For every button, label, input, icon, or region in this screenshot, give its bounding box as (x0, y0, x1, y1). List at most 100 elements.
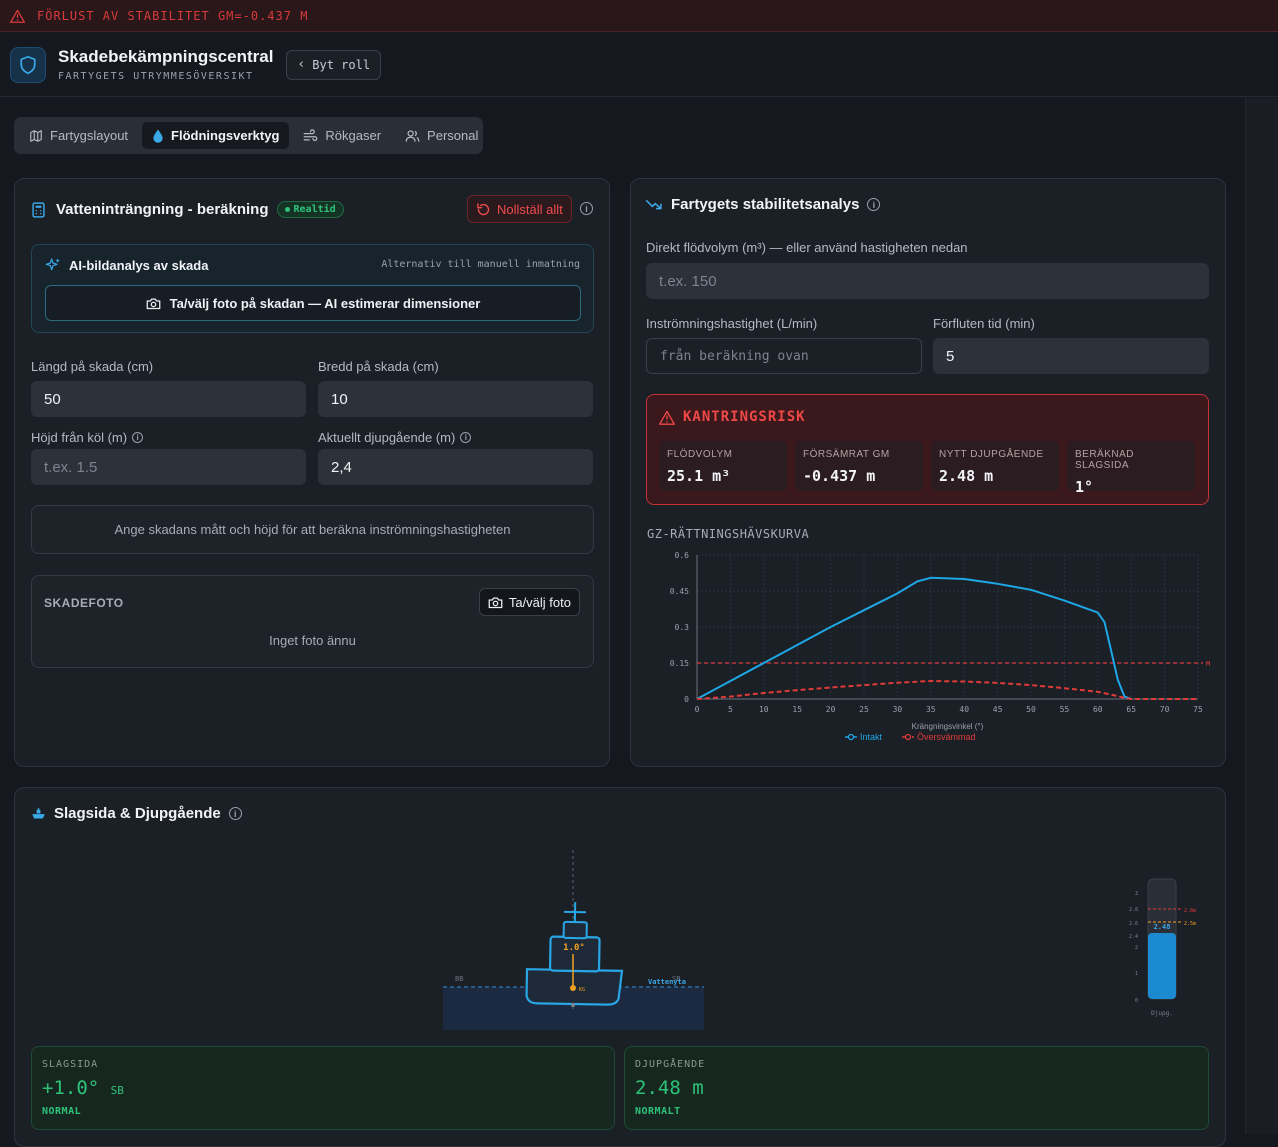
bridge (564, 922, 587, 938)
keel-height-label-row: Höjd från köl (m)i (31, 430, 143, 445)
x-tick-label: 40 (959, 705, 969, 714)
y-tick-label: 0 (684, 695, 689, 704)
x-tick-label: 60 (1093, 705, 1103, 714)
gauge-caption: Djupg. (1151, 1010, 1173, 1017)
length-input[interactable]: 50 (31, 381, 306, 417)
ingress-card: Vatteninträngning - beräkning Realtid No… (14, 178, 610, 767)
legend-marker-1 (906, 735, 911, 740)
waterline-label: Vattenyta (648, 978, 686, 986)
keel-point (571, 1003, 575, 1007)
scrollbar[interactable] (1245, 98, 1278, 1134)
tab-bar: Fartygslayout Flödningsverktyg Rökgaser … (14, 117, 483, 154)
gauge-red-label: 2.8m (1184, 908, 1196, 914)
x-tick-label: 5 (728, 705, 733, 714)
draft-label: Aktuellt djupgående (m) (318, 430, 455, 445)
x-tick-label: 0 (695, 705, 700, 714)
info-icon[interactable]: i (460, 432, 471, 443)
gauge-fill (1148, 933, 1176, 999)
draft-input[interactable]: 2,4 (318, 449, 593, 485)
alert-text: FÖRLUST AV STABILITET GM=-0.437 M (37, 9, 308, 23)
volume-label: Direkt flödvolym (m³) — eller använd has… (646, 240, 968, 255)
risk-title: KANTRINGSRISK (683, 409, 806, 425)
heel-status-card: SLAGSIDA +1.0° SB NORMAL (31, 1046, 615, 1130)
volume-input[interactable]: t.ex. 150 (646, 263, 1209, 299)
x-tick-label: 15 (792, 705, 802, 714)
stat-reduced-gm: FÖRSÄMRAT GM-0.437 m (795, 441, 923, 491)
x-tick-label: 30 (893, 705, 903, 714)
tab-label: Personal (427, 128, 478, 143)
ai-title: AI-bildanalys av skada (69, 258, 208, 273)
x-axis-label: Krängningsvinkel (°) (912, 722, 984, 731)
app-title: Skadebekämpningscentral (58, 47, 273, 67)
list-section-title: Slagsida & Djupgående (54, 805, 221, 822)
calculation-hint: Ange skadans mått och höjd för att beräk… (31, 505, 594, 554)
app-header: Skadebekämpningscentral FARTYGETS UTRYMM… (0, 33, 1278, 97)
y-tick-label: 0.15 (670, 659, 689, 668)
x-tick-label: 35 (926, 705, 936, 714)
y-tick-label: 0.3 (675, 623, 690, 632)
info-icon[interactable]: i (132, 432, 143, 443)
tab-label: Rökgaser (325, 128, 381, 143)
tab-flodningsverktyg[interactable]: Flödningsverktyg (142, 122, 289, 149)
draft-card-value: 2.48 m (635, 1077, 704, 1099)
superstructure (550, 937, 600, 972)
tab-personal[interactable]: Personal (395, 122, 488, 149)
draft-status-card: DJUPGÅENDE 2.48 m NORMALT (624, 1046, 1209, 1130)
gauge-tick: 2.4 (1129, 934, 1138, 940)
width-label: Bredd på skada (cm) (318, 359, 439, 374)
stat-label: BERÄKNAD SLAGSIDA (1075, 449, 1187, 471)
gauge-tick: 0 (1135, 998, 1138, 1004)
stat-value: 1° (1075, 478, 1187, 496)
keel-height-input[interactable]: t.ex. 1.5 (31, 449, 306, 485)
info-icon[interactable]: i (867, 198, 880, 211)
rate-input[interactable]: från beräkning ovan (646, 338, 922, 374)
tab-rokgaser[interactable]: Rökgaser (293, 122, 391, 149)
stat-label: FLÖDVOLYM (667, 449, 779, 460)
y-tick-label: 0.45 (670, 587, 689, 596)
gauge-orange-label: 2.5m (1184, 921, 1196, 927)
reset-label: Nollställ allt (497, 202, 563, 217)
reset-icon (476, 202, 491, 217)
x-tick-label: 20 (826, 705, 836, 714)
gauge-tick: 1 (1135, 971, 1138, 977)
width-input[interactable]: 10 (318, 381, 593, 417)
y-tick-label: 0.6 (675, 551, 690, 560)
x-tick-label: 25 (859, 705, 869, 714)
reset-all-button[interactable]: Nollställ allt (467, 195, 572, 223)
length-label: Längd på skada (cm) (31, 359, 153, 374)
ingress-title: Vatteninträngning - beräkning (56, 201, 269, 218)
x-tick-label: 55 (1060, 705, 1070, 714)
heel-label: SLAGSIDA (42, 1059, 98, 1070)
info-icon[interactable]: i (580, 202, 593, 215)
ai-photo-button[interactable]: Ta/välj foto på skadan — AI estimerar di… (45, 285, 581, 321)
ai-analysis-panel: AI-bildanalys av skada Alternativ till m… (31, 244, 594, 333)
users-icon (405, 129, 420, 143)
ai-photo-label: Ta/välj foto på skadan — AI estimerar di… (170, 296, 481, 311)
droplet-icon (152, 129, 164, 143)
sparkles-icon (45, 257, 61, 273)
tab-fartygslayout[interactable]: Fartygslayout (19, 122, 138, 149)
map-icon (29, 129, 43, 143)
gauge-tick: 2.6 (1129, 921, 1138, 927)
photo-button[interactable]: Ta/välj foto (479, 588, 580, 616)
shield-icon (10, 47, 46, 83)
calculator-icon (32, 202, 45, 218)
x-tick-label: 50 (1026, 705, 1036, 714)
time-input[interactable]: 5 (933, 338, 1209, 374)
port-label: BB (455, 975, 463, 983)
legend-label-1: Översvämmad (917, 732, 976, 742)
draft-label-row: Aktuellt djupgående (m) i (318, 430, 471, 445)
switch-role-label: Byt roll (312, 58, 370, 72)
x-tick-label: 70 (1160, 705, 1170, 714)
trending-down-icon (646, 199, 663, 211)
info-icon[interactable]: i (229, 807, 242, 820)
x-tick-label: 75 (1193, 705, 1203, 714)
legend-label-0: Intakt (860, 732, 883, 742)
switch-role-button[interactable]: ‹ Byt roll (286, 50, 381, 80)
stat-value: 2.48 m (939, 467, 1051, 485)
camera-icon (488, 596, 503, 609)
gauge-tick: 2.8 (1129, 907, 1138, 913)
